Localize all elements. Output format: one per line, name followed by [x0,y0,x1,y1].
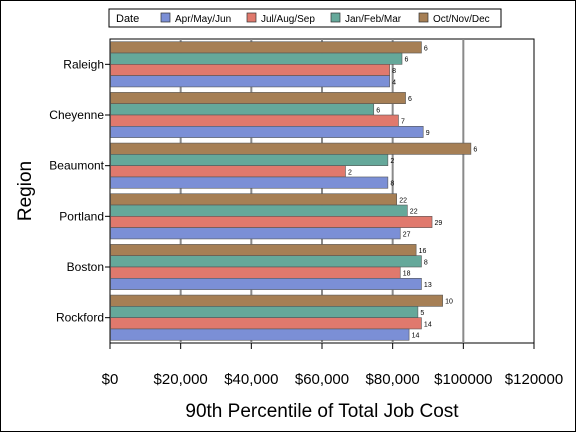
data-label: 10 [445,299,453,306]
legend-label: Apr/May/Jun [175,14,231,25]
legend-title: Date [116,13,139,25]
legend: Date Apr/May/Jun Jul/Aug/Sep Jan/Feb/Mar Oc… [108,8,502,28]
bar [110,75,390,88]
bar [110,306,419,318]
data-label: 6 [405,57,409,64]
data-label: 16 [419,248,427,255]
bar [110,216,433,228]
data-label: 4 [392,79,396,86]
data-label: 7 [401,119,405,126]
data-label: 29 [435,220,443,227]
bar [110,244,417,256]
y-tick-label: Beaumont [49,159,104,173]
legend-label: Jul/Aug/Sep [261,14,315,25]
data-label: 8 [392,68,396,75]
legend-box [108,8,502,28]
y-axis-label: Region [15,161,36,221]
data-label: 13 [424,282,432,289]
bar [110,165,346,178]
bar [110,103,375,116]
y-tick-label: Raleigh [63,57,104,71]
bar [110,52,403,65]
bar [110,114,399,127]
data-label: 6 [408,96,412,103]
legend-swatch [160,12,171,23]
x-tick-label: $120000 [505,371,563,388]
bar [110,204,408,217]
x-tick-label: $100000 [434,371,492,388]
x-tick-label: $20,000 [154,371,208,388]
legend-swatch [418,12,429,23]
data-label: 22 [410,209,418,216]
data-label: 6 [424,45,428,52]
bar [110,176,389,189]
legend-label: Jan/Feb/Mar [345,14,402,25]
data-label: 14 [424,321,432,328]
data-label: 27 [403,231,411,238]
y-tick-label: Boston [67,260,104,274]
data-label: 8 [424,259,428,266]
legend-label: Oct/Nov/Dec [433,14,490,25]
bar [110,126,424,138]
bar [110,154,389,166]
bar [110,277,422,290]
bar [110,294,443,307]
legend-swatch [246,12,257,23]
data-label: 2 [348,169,352,176]
bar [110,193,398,206]
bar [110,92,406,105]
bar [110,255,422,268]
data-label: 22 [399,197,407,204]
y-tick-label: Rockford [56,311,104,325]
y-tick-label: Portland [59,209,104,223]
bar [110,142,472,155]
bar [110,317,422,330]
data-label: 6 [473,147,477,154]
x-axis-label: 90th Percentile of Total Job Cost [185,401,459,422]
x-tick-label: $60,000 [295,371,349,388]
x-tick-label: $40,000 [224,371,278,388]
data-label: 8 [390,181,394,188]
data-label: 14 [412,333,420,340]
y-tick-label: Cheyenne [49,108,104,122]
data-label: 6 [376,107,380,114]
data-label: 18 [403,271,411,278]
bar [110,41,422,54]
legend-swatch [330,12,341,23]
bar [110,266,401,279]
bar [110,328,410,341]
x-tick-label: $80,000 [366,371,420,388]
data-label: 5 [420,310,424,317]
bar [110,64,390,76]
x-tick-label: $0 [102,371,119,388]
bar [110,227,401,240]
data-label: 9 [426,130,430,137]
data-label: 2 [390,158,394,165]
